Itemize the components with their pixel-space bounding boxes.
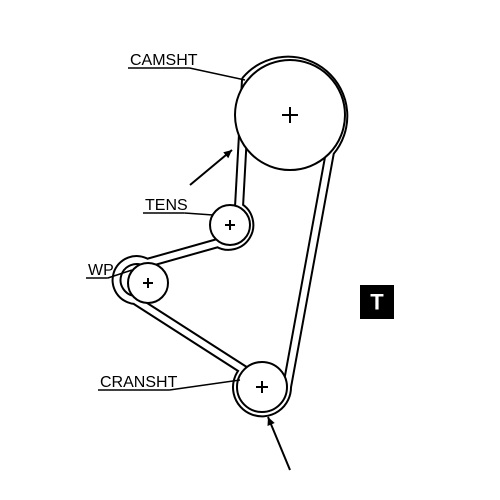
crankshaft-leader: [169, 380, 240, 390]
lower-arrow-shaft: [268, 417, 290, 470]
tensioner-label: TENS: [145, 197, 188, 214]
waterpump-label: WP: [88, 262, 114, 279]
camshaft-leader: [190, 68, 245, 80]
belt-diagram: CAMSHT TENS WP CRANSHT T: [0, 0, 500, 500]
camshaft-label: CAMSHT: [130, 52, 198, 69]
tensioner-leader: [185, 213, 213, 215]
crankshaft-label: CRANSHT: [100, 374, 178, 391]
t-badge-letter: T: [370, 289, 384, 314]
upper-arrow-shaft: [190, 150, 232, 185]
